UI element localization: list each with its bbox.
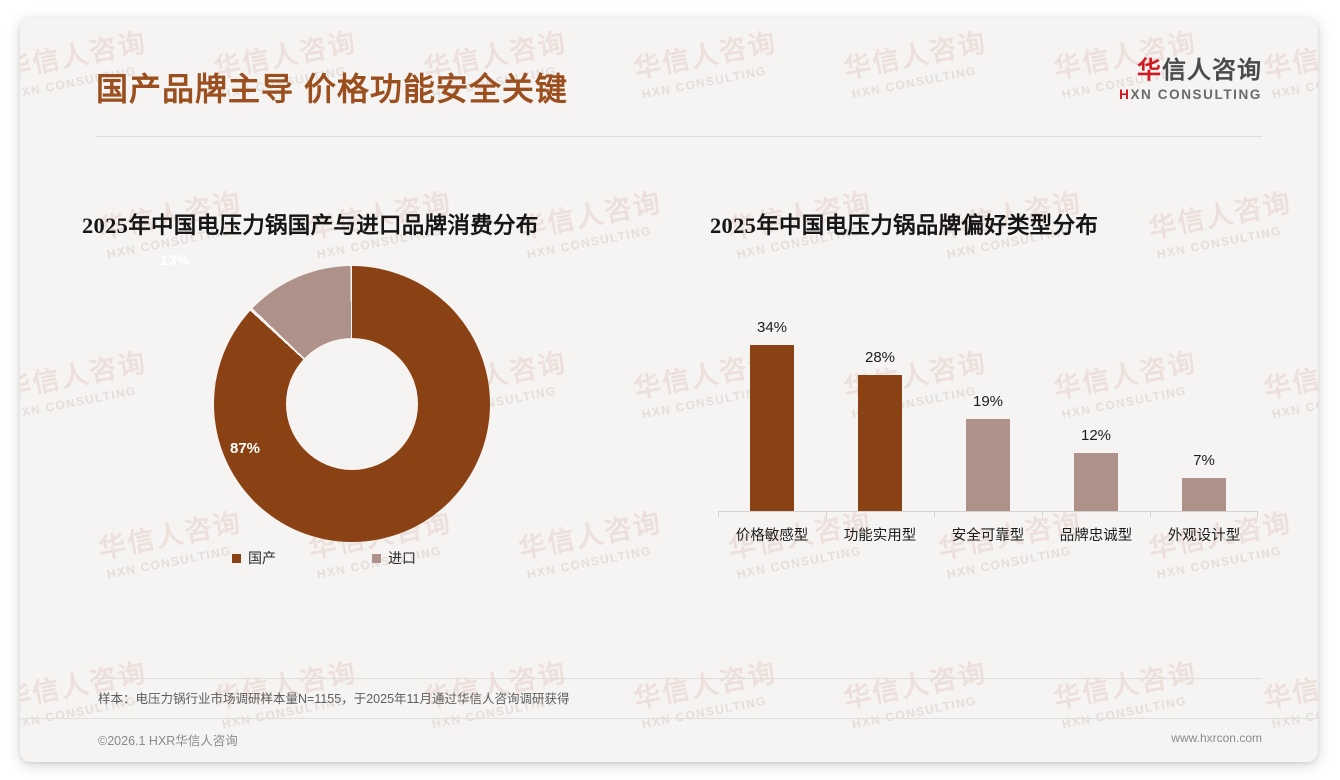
bar-value-label: 34% [756,319,788,336]
legend-label-domestic: 国产 [248,550,276,566]
bar-value-label: 7% [1193,452,1215,469]
bar-chart-category-labels: 价格敏感型 功能实用型 安全可靠型 品牌忠诚型 外观设计型 [718,524,1258,546]
footnote-divider [96,678,1262,679]
donut-chart [214,266,490,542]
legend-item-domestic[interactable]: 国产 [232,548,276,568]
donut-legend: 国产 进口 [232,548,562,568]
bar-series: 34% 28% 19% 12% 7% [718,270,1258,517]
donut-chart-panel: 2025年中国电压力锅国产与进口品牌消费分布 87% 13% 国产 进口 [82,208,682,638]
bar-category-label: 安全可靠型 [951,528,1025,544]
bar-column[interactable]: 12% [1042,270,1150,517]
bar-value-label: 12% [1080,427,1112,444]
footer-divider [20,718,1318,719]
copyright-text: ©2026.1 HXR华信人咨询 [98,734,238,748]
page-title: 国产品牌主导 价格功能安全关键 [96,71,568,107]
legend-label-imported: 进口 [388,550,416,566]
donut-slice-label-imported: 13% [160,252,191,269]
logo-chinese-text: 华信人咨询 [1119,58,1262,83]
header-divider [96,136,1262,137]
bar-rect[interactable] [750,345,794,512]
bar-value-label: 28% [864,349,896,366]
legend-swatch-icon [232,553,241,563]
bar-category-label: 价格敏感型 [735,528,809,544]
logo-accent-char: 华 [1137,57,1162,84]
bar-chart-panel: 2025年中国电压力锅品牌偏好类型分布 34% 28% 19% 12% 7% 价格敏感型… [710,208,1270,638]
logo-english-text: HXN CONSULTING [1119,87,1262,102]
bar-category-label: 外观设计型 [1167,528,1241,544]
legend-swatch-icon [372,553,381,563]
slide-footer: ©2026.1 HXR华信人咨询 www.hxrcon.com [20,719,1318,762]
sample-footnote: 样本：电压力锅行业市场调研样本量N=1155，于2025年11月通过华信人咨询调… [98,692,570,706]
logo-en-rest: XN CONSULTING [1130,87,1262,103]
bar-column[interactable]: 19% [934,270,1042,517]
donut-chart-title: 2025年中国电压力锅国产与进口品牌消费分布 [82,213,539,238]
brand-logo: 华信人咨询 HXN CONSULTING [1119,58,1262,102]
donut-slice-label-domestic: 87% [230,440,261,457]
bar-rect[interactable] [858,375,902,512]
bar-chart-axis-line [718,511,1258,512]
bar-rect[interactable] [1074,453,1118,512]
bar-value-label: 19% [972,393,1004,410]
bar-column[interactable]: 28% [826,270,934,517]
bar-rect[interactable] [966,419,1010,512]
slide-header: 国产品牌主导 价格功能安全关键 华信人咨询 HXN CONSULTING [20,18,1318,134]
slide-card: 华信人咨询 HXN CONSULTING 华信人咨询 HXN CONSULTING 华信… [20,18,1318,762]
bar-chart-title: 2025年中国电压力锅品牌偏好类型分布 [710,213,1099,238]
bar-chart: 34% 28% 19% 12% 7% 价格敏感型 功能实用型 安全可靠型 品牌忠诚型 外观设计型 [718,270,1258,560]
website-link[interactable]: www.hxrcon.com [1171,731,1262,745]
bar-rect[interactable] [1182,478,1226,512]
bar-column[interactable]: 34% [718,270,826,517]
bar-category-label: 品牌忠诚型 [1059,528,1133,544]
bar-category-label: 功能实用型 [843,528,917,544]
logo-en-accent-char: H [1119,87,1131,103]
donut-hole [286,338,418,470]
logo-chinese-rest: 信人咨询 [1162,57,1262,84]
legend-item-imported[interactable]: 进口 [372,548,416,568]
bar-column[interactable]: 7% [1150,270,1258,517]
